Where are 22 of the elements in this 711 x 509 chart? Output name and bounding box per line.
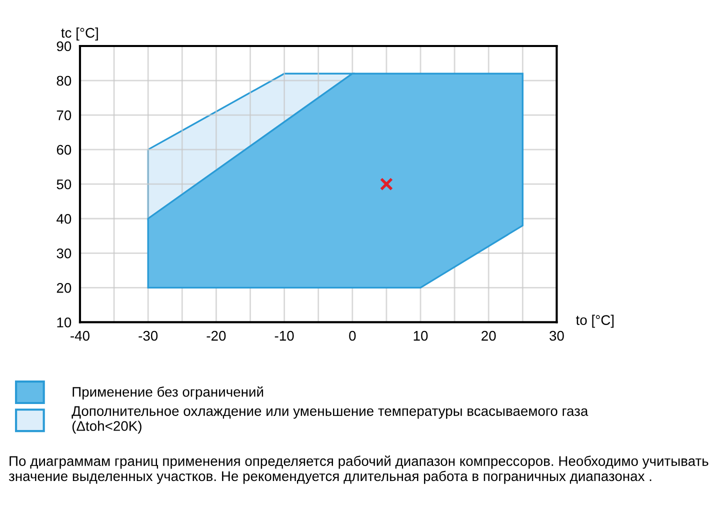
legend-label: Применение без ограничений [72, 386, 264, 400]
y-tick-label: 80 [56, 76, 72, 86]
y-tick-label: 30 [56, 248, 72, 258]
y-tick-label: 10 [57, 318, 72, 328]
x-tick-label: 0 [349, 330, 356, 341]
x-tick-label: 20 [482, 330, 496, 341]
x-tick-label: -10 [274, 330, 294, 341]
x-tick-label: 30 [550, 330, 564, 341]
y-tick-label: 40 [56, 214, 72, 224]
x-axis-title: to [°C] [576, 314, 614, 328]
x-tick-label: 10 [414, 330, 428, 341]
y-tick-label: 20 [56, 283, 72, 293]
y-axis-title: tc [°C] [61, 28, 98, 40]
legend-label: Дополнительное охлаждение или уменьшение температуры всасываемого газа (Δtoh<20K) [72, 406, 588, 434]
y-tick-label: 50 [56, 179, 72, 190]
y-tick-label: 60 [56, 144, 72, 155]
x-tick-label: -40 [70, 330, 90, 341]
x-tick-label: -20 [206, 330, 226, 341]
y-tick-label: 90 [56, 41, 72, 52]
text: По диаграммам границ применения определяется рабочий диапазон компрессоров. Необходимо учитывать значение выделенных участков. Не рекомендуется длительная работа в пограничных диапазонах . [8, 456, 708, 484]
x-tick-label: -30 [138, 330, 158, 341]
y-tick-label: 70 [56, 110, 72, 120]
